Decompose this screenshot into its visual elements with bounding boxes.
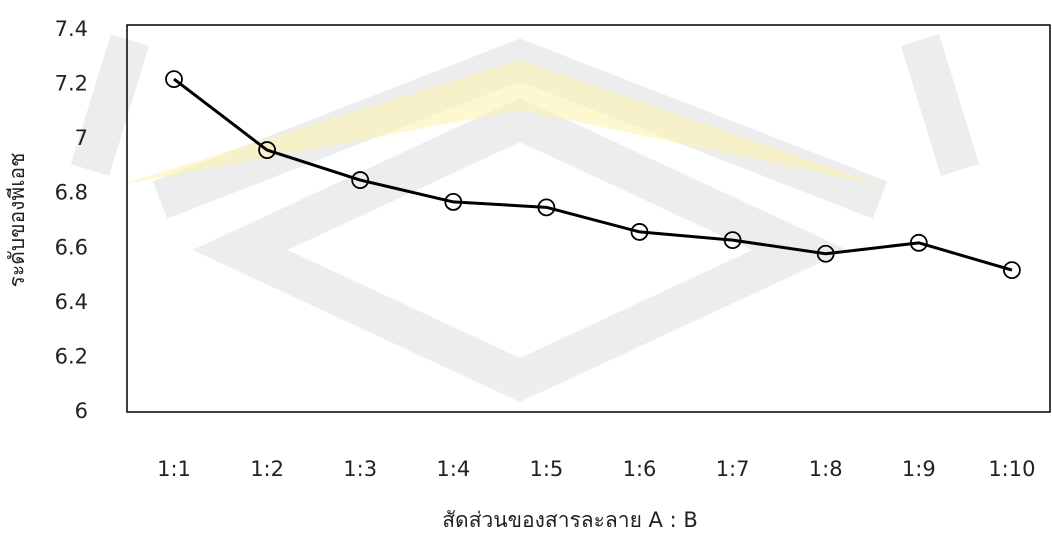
y-tick-label: 6.2 <box>55 344 88 368</box>
marker <box>165 70 183 89</box>
watermark-shape <box>70 34 980 176</box>
x-tick-label: 1:9 <box>902 457 936 481</box>
x-tick-label: 1:3 <box>343 457 377 481</box>
x-tick-label: 1:2 <box>250 457 284 481</box>
y-tick-label: 6.6 <box>55 235 88 259</box>
y-tick-label: 6 <box>75 399 88 423</box>
x-tick-label: 1:4 <box>436 457 470 481</box>
marker <box>723 231 742 250</box>
y-tick-label: 7.2 <box>55 72 88 96</box>
x-tick-label: 1:10 <box>988 457 1035 481</box>
x-tick-label: 1:5 <box>530 457 564 481</box>
x-axis-title: สัดส่วนของสารละลาย A : B <box>442 508 698 532</box>
x-tick-label: 1:1 <box>157 457 191 481</box>
marker <box>351 171 370 189</box>
y-tick-label: 7.4 <box>55 17 88 41</box>
y-axis-title: ระดับของพีเอช <box>5 153 29 288</box>
marker <box>444 192 463 211</box>
y-tick-label: 7 <box>75 126 88 150</box>
plot-frame <box>126 24 1051 413</box>
watermark-shape <box>120 60 880 185</box>
watermark-shape <box>192 97 848 403</box>
marker <box>537 198 556 217</box>
marker <box>816 244 835 263</box>
line <box>173 77 1013 272</box>
x-tick-label: 1:6 <box>623 457 657 481</box>
marker <box>630 223 649 241</box>
x-tick-label: 1:7 <box>716 457 750 481</box>
y-tick-label: 6.4 <box>55 290 88 314</box>
marker <box>258 141 277 159</box>
marker <box>1003 261 1021 280</box>
x-tick-label: 1:8 <box>809 457 843 481</box>
marker <box>909 233 928 252</box>
y-tick-label: 6.8 <box>55 181 88 205</box>
